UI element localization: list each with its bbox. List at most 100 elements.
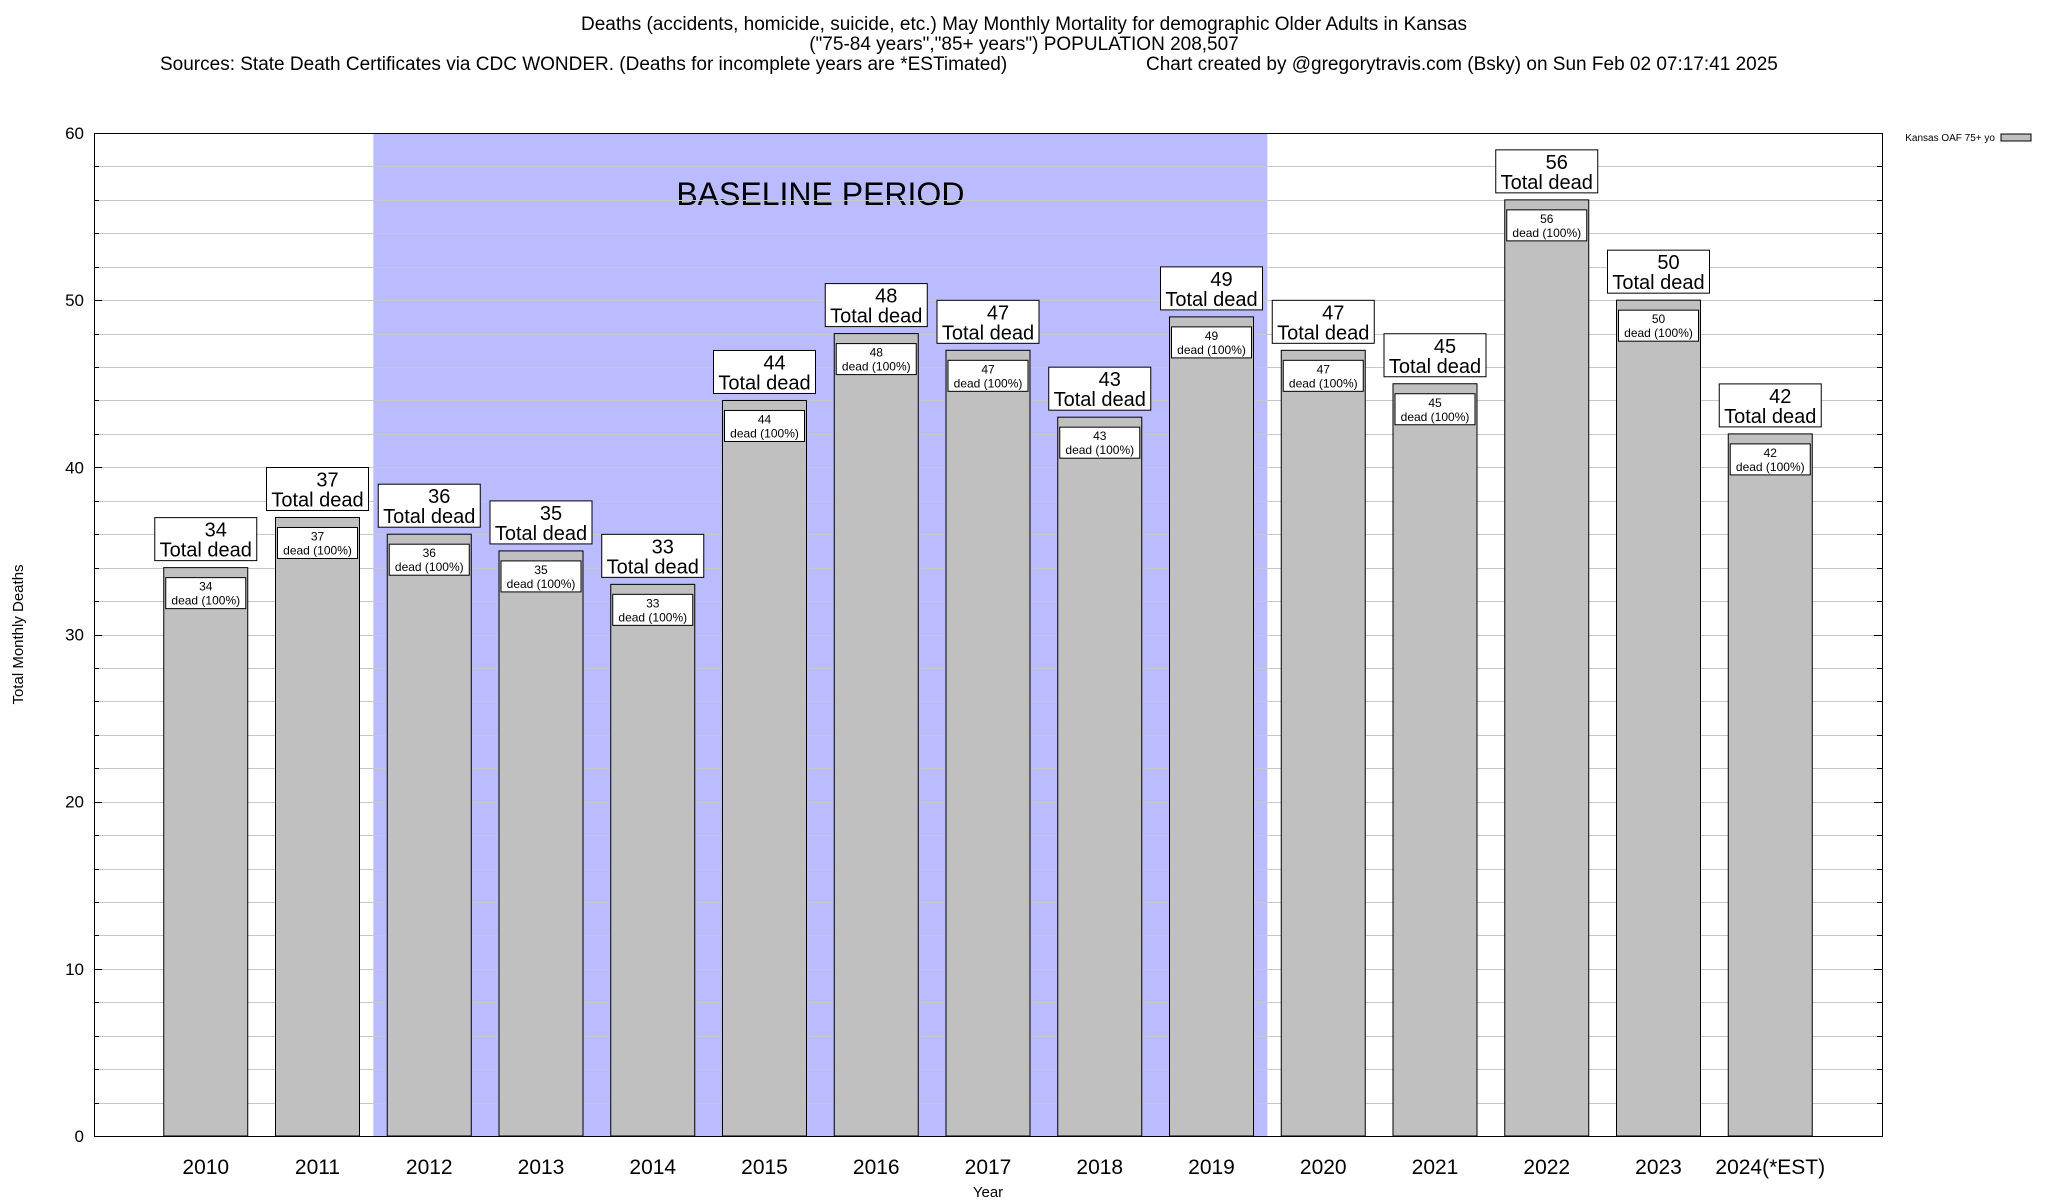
bar-total-label-box [713,349,816,394]
x-tick-label: 2010 [182,1156,229,1179]
bar [1169,316,1254,1137]
y-tick-label: 40 [65,458,84,477]
bar-total-label-suffix: Total dead [1389,356,1481,378]
bar-inner-label-value: 37 [311,529,325,543]
bar-total-label-value: 48 [875,286,897,308]
bar-total-label-suffix: Total dead [607,556,699,578]
bar-inner-label-suffix: dead (100%) [1065,443,1134,457]
bar-inner-label-value: 47 [1317,362,1331,376]
chart-credit: Chart created by @gregorytravis.com (Bsk… [1146,54,1778,75]
bar-total-label-suffix: Total dead [1501,172,1593,194]
chart-subtitle: ("75-84 years","85+ years") POPULATION 2… [809,34,1239,55]
bar-inner-label-suffix: dead (100%) [1289,376,1358,390]
bar-inner-label-box [388,543,470,576]
bar-total-label-suffix: Total dead [1054,389,1146,411]
bar-inner-label-box [612,593,694,626]
bar-total-label-box [1495,149,1599,194]
bar-total-label-value: 56 [1546,152,1568,174]
bar-total-label-box [154,517,258,562]
bar-inner-label-suffix: dead (100%) [1177,343,1246,357]
bar-inner-label-value: 56 [1540,212,1554,226]
bar-total-label-suffix: Total dead [1165,289,1257,311]
bar-total-label-suffix: Total dead [942,322,1034,344]
bar-inner-label-box [1729,443,1811,476]
bar-inner-label-box [947,359,1029,392]
y-tick-label: 60 [65,124,84,143]
y-tick-label: 30 [65,626,84,645]
bar-total-label-box [601,533,705,578]
bar [833,333,919,1137]
bar-inner-label-value: 34 [199,580,213,594]
bar-inner-label-box [1059,426,1141,459]
bar-total-label-box [1160,266,1263,311]
bar [498,550,584,1137]
bar-total-label-suffix: Total dead [383,506,475,528]
bar-inner-label-suffix: dead (100%) [171,594,240,608]
bar-total-label-value: 44 [763,352,785,374]
bar-total-label-value: 47 [1322,302,1344,324]
bar-inner-label-box [1282,359,1364,392]
x-tick-label: 2012 [406,1156,453,1179]
bar-total-label-box [1271,299,1375,344]
bar-total-label-suffix: Total dead [1724,406,1816,428]
x-tick-label: 2022 [1523,1156,1570,1179]
y-tick-label: 50 [65,291,84,310]
bar [1280,349,1366,1137]
bar-inner-label-suffix: dead (100%) [1512,226,1581,240]
bar-inner-label-box [724,409,805,442]
bar-inner-label-suffix: dead (100%) [1624,326,1693,340]
x-tick-label: 2021 [1412,1156,1459,1179]
bar [1616,299,1701,1137]
bar-inner-label-value: 45 [1428,396,1442,410]
bar-total-label-value: 45 [1434,336,1456,358]
bar-inner-label-suffix: dead (100%) [842,360,911,374]
bar-total-label-value: 50 [1657,252,1679,274]
y-tick-label: 20 [65,793,84,812]
bar-total-label-suffix: Total dead [1612,272,1704,294]
bar-total-label-value: 37 [316,469,338,491]
bar [1057,416,1143,1137]
bar-total-label-box [1607,249,1710,294]
bar [1727,433,1813,1137]
x-tick-label: 2017 [965,1156,1012,1179]
bar-total-label-box [1383,333,1487,378]
y-tick-label: 10 [65,960,84,979]
bar-inner-label-box [277,526,358,559]
bar-inner-label-suffix: dead (100%) [1401,410,1470,424]
bar-inner-label-value: 35 [534,563,548,577]
bar-inner-label-value: 50 [1652,312,1666,326]
bar-inner-label-box [1618,309,1699,342]
bar-total-label-suffix: Total dead [830,306,922,328]
bar-inner-label-suffix: dead (100%) [618,610,687,624]
bar-inner-label-box [1506,209,1588,242]
bar-inner-label-box [1394,393,1476,426]
x-tick-label: 2019 [1188,1156,1235,1179]
bar-total-label-suffix: Total dead [718,372,810,394]
bar-inner-label-box [835,343,917,376]
bar-total-label-value: 33 [652,536,674,558]
bar-total-label-suffix: Total dead [495,523,587,545]
bar-inner-label-value: 48 [870,346,884,360]
bar-total-label-box [936,299,1040,344]
bar-inner-label-value: 44 [758,412,772,426]
